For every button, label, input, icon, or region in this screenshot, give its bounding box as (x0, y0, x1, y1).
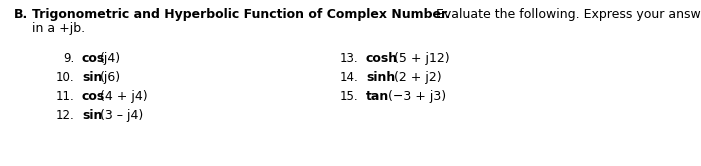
Text: 15.: 15. (339, 90, 358, 103)
Text: sinh: sinh (366, 71, 395, 84)
Text: B.: B. (14, 8, 28, 21)
Text: (2 + j2): (2 + j2) (390, 71, 442, 84)
Text: 10.: 10. (55, 71, 74, 84)
Text: 11.: 11. (55, 90, 74, 103)
Text: Trigonometric and Hyperbolic Function of Complex Number.: Trigonometric and Hyperbolic Function of… (32, 8, 450, 21)
Text: (−3 + j3): (−3 + j3) (384, 90, 447, 103)
Text: (4 + j4): (4 + j4) (100, 90, 148, 103)
Text: sin: sin (82, 71, 102, 84)
Text: cos: cos (82, 90, 105, 103)
Text: 12.: 12. (55, 109, 74, 122)
Text: 9.: 9. (63, 52, 74, 65)
Text: 14.: 14. (339, 71, 358, 84)
Text: cosh: cosh (366, 52, 398, 65)
Text: 13.: 13. (339, 52, 358, 65)
Text: (3 – j4): (3 – j4) (100, 109, 144, 122)
Text: (j4): (j4) (100, 52, 121, 65)
Text: cos: cos (82, 52, 105, 65)
Text: tan: tan (366, 90, 389, 103)
Text: sin: sin (82, 109, 102, 122)
Text: in a +jb.: in a +jb. (32, 22, 85, 35)
Text: (5 + j12): (5 + j12) (390, 52, 450, 65)
Text: (j6): (j6) (100, 71, 121, 84)
Text: Evaluate the following. Express your answer: Evaluate the following. Express your ans… (432, 8, 701, 21)
